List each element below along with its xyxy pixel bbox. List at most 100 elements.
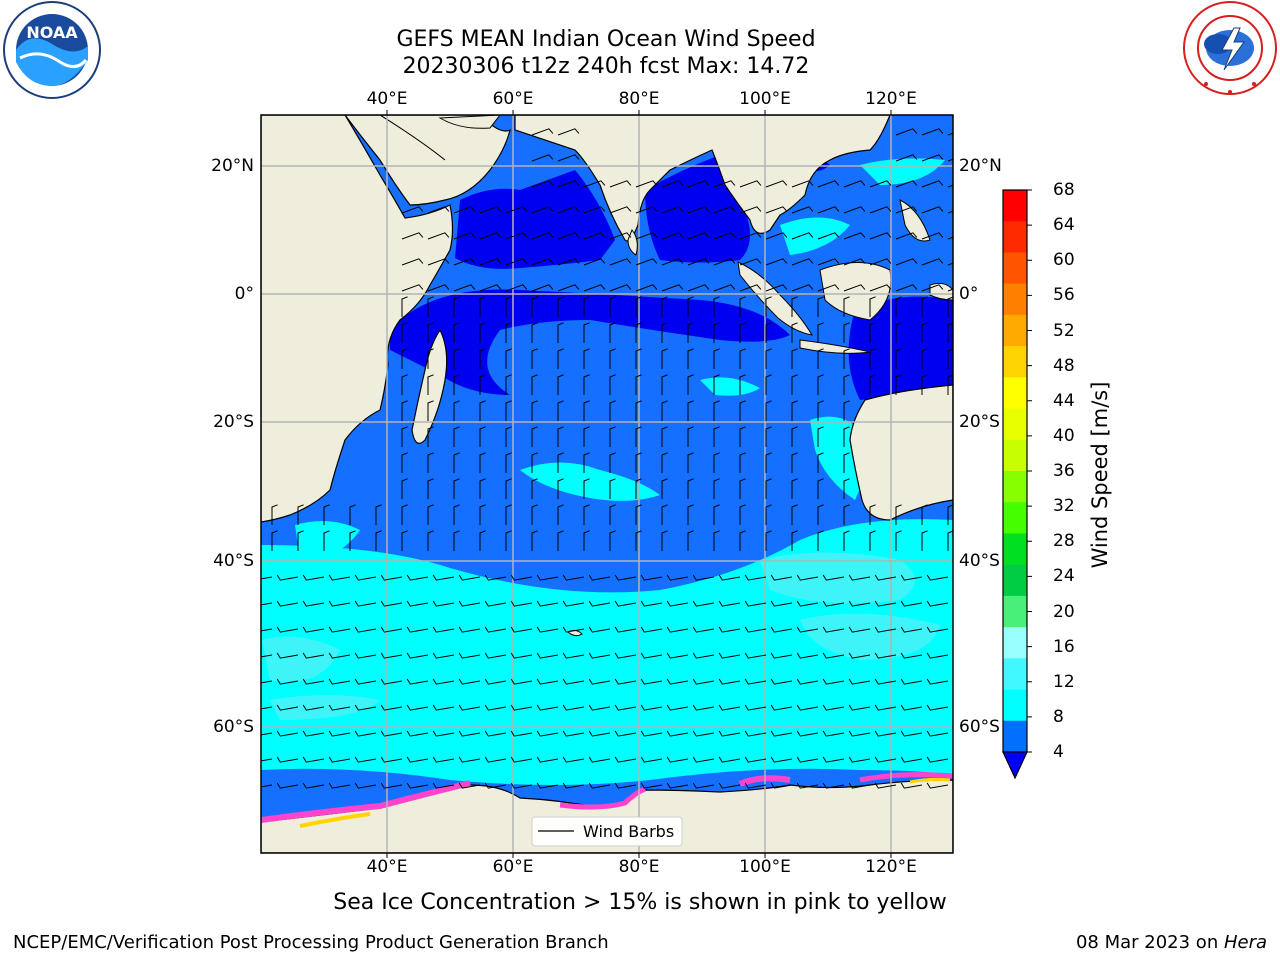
wind-barb xyxy=(609,322,616,343)
colorbar-segment xyxy=(1003,595,1027,628)
wind-barb xyxy=(479,284,502,292)
wind-barb xyxy=(848,756,871,763)
wind-barb xyxy=(947,348,953,369)
colorbar-segment xyxy=(1003,377,1027,410)
wind-barb xyxy=(583,426,590,447)
wind-barb xyxy=(900,626,923,633)
wind-barb xyxy=(947,296,953,317)
wind-barb xyxy=(380,678,403,685)
wind-barb xyxy=(770,782,793,789)
wind-barb xyxy=(536,704,559,711)
wind-barb xyxy=(817,296,824,317)
wind-barb xyxy=(614,574,637,581)
wind-barb xyxy=(588,756,611,763)
ocean-8-12-patch xyxy=(860,158,945,185)
wind-barb xyxy=(874,652,897,659)
wind-barb xyxy=(484,782,507,789)
wind-barb xyxy=(843,426,850,447)
wind-barb xyxy=(453,400,460,421)
wind-barb xyxy=(510,756,533,763)
wind-barb xyxy=(614,626,637,633)
wind-barb xyxy=(583,452,590,473)
wind-barb xyxy=(323,504,330,525)
wind-barb xyxy=(583,258,606,266)
wind-barb xyxy=(505,530,512,551)
wind-barb xyxy=(947,504,953,525)
wind-barb xyxy=(661,504,668,525)
colorbar-tick-label: 24 xyxy=(1053,566,1075,587)
wind-barb xyxy=(583,232,606,240)
colorbar-tick-label: 44 xyxy=(1053,390,1075,411)
lon-tick-top: 40°E xyxy=(366,89,408,109)
wind-barb xyxy=(765,426,772,447)
wind-barb xyxy=(536,626,559,633)
wind-barb xyxy=(505,284,528,292)
wind-barb xyxy=(557,374,564,395)
wind-barb xyxy=(843,322,850,343)
wind-barb xyxy=(536,574,559,581)
persian-gulf-land xyxy=(438,115,501,129)
madagascar-land xyxy=(411,328,448,444)
wind-barb xyxy=(453,374,460,395)
wind-barb xyxy=(583,296,590,317)
wind-barb xyxy=(588,626,611,633)
wind-barb xyxy=(895,296,902,317)
wind-barb xyxy=(640,704,663,711)
wind-barb xyxy=(401,284,424,292)
wind-barb xyxy=(276,704,299,711)
wind-barb xyxy=(557,206,580,214)
wind-barb xyxy=(869,348,876,369)
wind-barb xyxy=(557,232,580,240)
wind-barb xyxy=(614,678,637,685)
colorbar-segment xyxy=(1003,252,1027,285)
wind-barb xyxy=(900,574,923,581)
footer-date-text: 08 Mar 2023 on xyxy=(1075,932,1224,953)
wind-barb xyxy=(276,756,299,763)
wind-barb xyxy=(328,730,351,737)
wind-barb xyxy=(531,426,538,447)
wind-barb xyxy=(869,258,892,266)
wind-barb xyxy=(510,730,533,737)
wind-barb xyxy=(406,704,429,711)
wind-barb xyxy=(791,504,798,525)
noaa-logo-text: NOAA xyxy=(26,23,78,42)
wind-barb xyxy=(557,180,580,188)
wind-barb xyxy=(458,626,481,633)
wind-barb xyxy=(479,452,486,473)
wind-barb xyxy=(328,626,351,633)
wind-barb xyxy=(458,600,481,607)
wind-barb xyxy=(874,730,897,737)
wind-barb xyxy=(666,756,689,763)
wind-barb xyxy=(614,756,637,763)
wind-barb xyxy=(635,296,642,317)
wind-barb xyxy=(380,730,403,737)
wind-barb xyxy=(401,322,408,343)
wind-barb xyxy=(661,452,668,473)
wind-barb xyxy=(302,600,325,607)
wind-barb xyxy=(588,574,611,581)
wind-barb xyxy=(505,348,512,369)
wind-barb xyxy=(817,426,824,447)
colorbar-tick-label: 40 xyxy=(1053,425,1075,446)
sulawesi-land xyxy=(929,282,953,301)
ocean-lt4-region xyxy=(455,170,615,269)
footer-branch: NCEP/EMC/Verification Post Processing Pr… xyxy=(13,932,609,953)
wind-barb xyxy=(432,782,455,789)
wind-barb xyxy=(739,258,762,266)
wind-barb xyxy=(739,400,746,421)
wind-barb xyxy=(713,374,720,395)
wind-barb xyxy=(583,322,590,343)
wind-barb xyxy=(609,296,616,317)
wind-barb xyxy=(510,782,533,789)
wind-barb xyxy=(661,206,684,214)
wind-barb xyxy=(765,348,772,369)
wind-barb xyxy=(817,530,824,551)
wind-barb xyxy=(635,322,642,343)
wind-barb xyxy=(843,478,850,499)
wind-barb xyxy=(765,232,788,240)
wind-barb xyxy=(744,730,767,737)
wind-barb xyxy=(354,678,377,685)
wind-barb xyxy=(796,756,819,763)
wind-barb xyxy=(843,452,850,473)
colorbar-segment xyxy=(1003,720,1027,753)
